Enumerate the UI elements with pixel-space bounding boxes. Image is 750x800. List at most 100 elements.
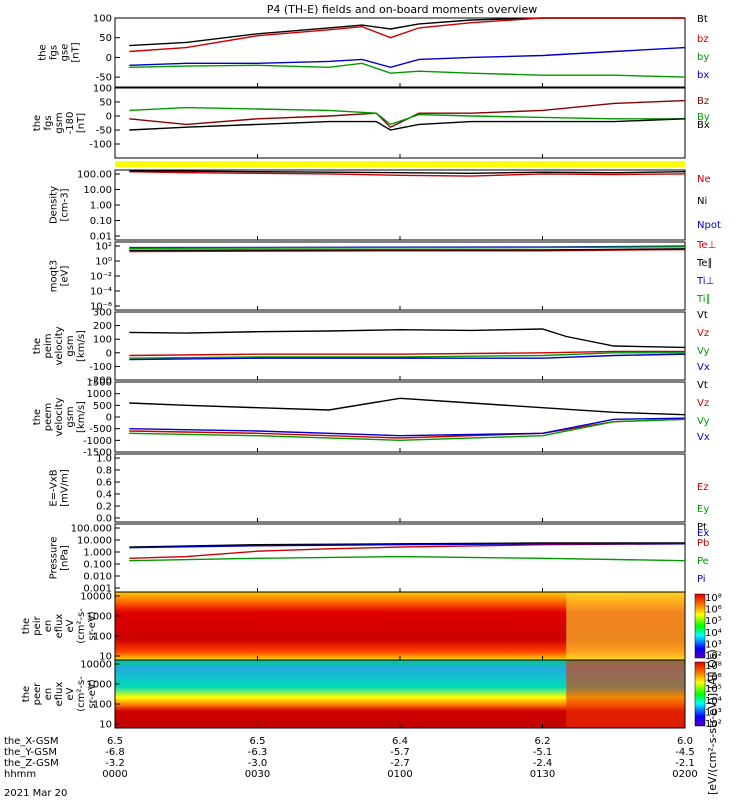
panel-7: 1.00.80.60.40.20.0 E=-VxB [mV/m] Ez Ey Ex: [49, 453, 709, 539]
colorbar-tick-label: 10⁶: [705, 673, 722, 684]
y-axis-label: [cm-3]: [60, 188, 71, 221]
spectrogram-late-1: [566, 592, 685, 660]
y-tick-label: 1.0: [96, 454, 112, 465]
y-axis-label: [km/s]: [76, 330, 87, 362]
series-bx-line: [129, 46, 686, 69]
y-axis-label: the: [32, 409, 43, 425]
series-Pi-line: [129, 543, 685, 549]
legend-bx: bx: [697, 70, 709, 81]
legend-Bt: Bt: [697, 14, 708, 25]
series-Pb-line: [129, 543, 686, 559]
series-by-line: [129, 62, 686, 78]
y-tick-label: 0.001: [83, 584, 112, 595]
y-tick-label: -100: [89, 362, 112, 373]
legend-Ne: Ne: [697, 174, 711, 185]
y-tick-label: 0.100: [83, 560, 112, 571]
legend-by: by: [697, 52, 709, 63]
series-Pe-line: [129, 555, 686, 562]
y-tick-label: 100: [93, 84, 112, 95]
panel-frame: [114, 453, 686, 523]
legend-Npot: Npot: [697, 220, 721, 231]
x-annotation-value: 6.2: [535, 736, 551, 747]
y-axis-label: the: [21, 686, 32, 702]
y-tick-label: 100: [93, 335, 112, 346]
y-tick-label: 0: [106, 112, 112, 123]
panel-frame: [114, 381, 686, 453]
series-Vy-line: [129, 352, 685, 359]
y-axis-label: gsm: [54, 112, 65, 133]
y-tick-label: 0.10: [90, 216, 112, 227]
y-tick-label: 1500: [87, 378, 112, 389]
y-tick-label: 0: [106, 348, 112, 359]
colorbar-tick-label: 10⁸: [705, 593, 722, 604]
y-tick-label: 500: [93, 401, 112, 412]
y-tick-label: 1.000: [83, 548, 112, 559]
y-tick-label: 300: [93, 308, 112, 319]
y-axis-label: [eV]: [60, 266, 71, 287]
panel-frame: [114, 311, 686, 381]
y-axis-label: peem: [43, 403, 54, 431]
y-tick-label: 50: [99, 33, 112, 44]
legend-Vy: Vy: [697, 346, 710, 357]
y-tick-label: 100.000: [71, 524, 112, 535]
colorbar-tick-label: 10⁴: [705, 628, 722, 639]
y-tick-label: 100: [93, 632, 112, 643]
y-axis-label: Density: [49, 186, 60, 224]
x-annotation-value: 6.0: [677, 736, 693, 747]
y-axis-label: gsm: [65, 335, 76, 356]
legend-Ez: Ez: [697, 482, 709, 493]
x-annotation-value: -4.5: [675, 747, 695, 758]
y-tick-label: 10⁻⁴: [90, 287, 112, 298]
x-annotation-value: 0200: [672, 769, 697, 780]
y-axis-label: en: [43, 620, 54, 633]
panel-1: 100 50 0 -50 the fgs gse [nT] Bt bz by bx: [38, 14, 709, 88]
y-axis-label: the: [38, 44, 49, 60]
legend-Vy: Vy: [697, 416, 710, 427]
y-tick-label: -1500: [83, 448, 112, 459]
panel-3: 100.00 10.00 1.00 0.10 0.01 Density [cm-3] Ne Ni…: [49, 169, 721, 243]
y-tick-label: 10⁻²: [90, 272, 112, 283]
x-annotation-value: 6.5: [250, 736, 266, 747]
y-axis-label: eV: [65, 619, 76, 632]
series-Ni-line: [129, 170, 686, 175]
x-annotation-value: 6.5: [107, 736, 123, 747]
legend-Ti∥: Ti∥: [696, 294, 711, 305]
colorbar-tick-label: 10⁴: [705, 696, 722, 707]
x-annotation-value: 0130: [530, 769, 555, 780]
colorbar-tick-label: 10³: [705, 639, 722, 650]
x-annotation-label: the_X-GSM: [4, 736, 58, 747]
y-tick-label: -50: [96, 73, 112, 84]
y-axis-label: peim: [43, 333, 54, 358]
legend-Pi: Pi: [697, 574, 706, 585]
y-axis-label: eflux: [54, 614, 65, 639]
series-Pt-line: [129, 542, 685, 548]
x-annotation-value: 0000: [102, 769, 127, 780]
y-axis-label: eflux: [54, 682, 65, 707]
x-annotation-value: 0100: [387, 769, 412, 780]
y-tick-label: -1000: [83, 436, 112, 447]
legend-Vz: Vz: [697, 328, 709, 339]
x-annotation-value: -5.7: [390, 747, 410, 758]
y-tick-label: 10.000: [77, 536, 112, 547]
y-axis-label: gsm: [65, 406, 76, 427]
series-Bt-line: [129, 17, 685, 47]
colorbar-tick-label: 10²: [705, 719, 722, 730]
y-axis-label: peer: [32, 682, 43, 706]
y-tick-label: 100: [93, 14, 112, 25]
panel-5: 300 200 100 0 -100 -200 the peim velocity gsm [km/…: [32, 308, 710, 387]
panel-frame: [114, 241, 686, 311]
y-axis-label: [km/s]: [76, 401, 87, 433]
y-axis-label: velocity: [54, 397, 65, 436]
x-annotation-value: 0030: [245, 769, 270, 780]
series-Ne-line: [129, 171, 686, 177]
y-tick-label: 0: [106, 53, 112, 64]
y-axis-label: en: [43, 688, 54, 701]
y-axis-label: moqt3: [49, 260, 60, 293]
y-tick-label: 0.4: [96, 490, 112, 501]
series-Vt-line: [129, 328, 686, 349]
x-annotation-label: hhmm: [4, 769, 36, 780]
